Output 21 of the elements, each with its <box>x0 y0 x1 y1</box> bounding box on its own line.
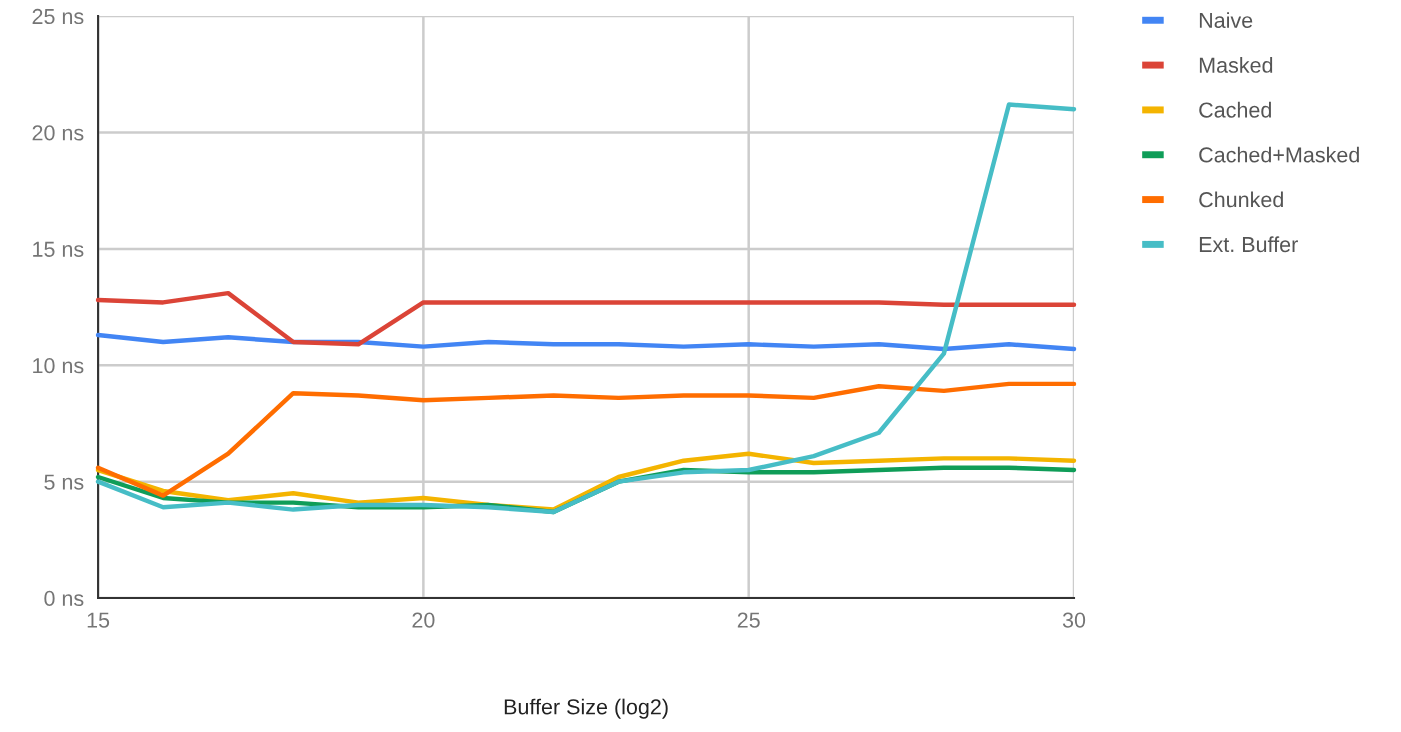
line-series <box>95 102 1077 515</box>
legend-label: Ext. Buffer <box>1199 236 1298 253</box>
x-tick-label: 25 <box>737 612 760 628</box>
y-tick-label: 15 ns <box>33 241 84 257</box>
y-tick-label: 25 ns <box>32 8 84 25</box>
y-tick-label: 20 ns <box>32 125 84 141</box>
line-series <box>95 381 1077 498</box>
legend-label: Cached+Masked <box>1199 146 1359 163</box>
y-tick-label: 5 ns <box>44 474 84 490</box>
x-tick-label: 20 <box>412 612 435 628</box>
y-tick-label: 10 ns <box>33 358 84 374</box>
legend-label: Cached <box>1199 101 1271 118</box>
legend-label: Naive <box>1199 12 1253 29</box>
legend-label: Chunked <box>1199 191 1283 208</box>
line-series <box>95 332 1077 352</box>
x-axis-title: Buffer Size (log2) <box>504 698 668 719</box>
y-tick-label: 0 ns <box>44 590 84 607</box>
line-series <box>95 290 1077 347</box>
x-tick-label: 15 <box>87 612 110 628</box>
x-tick-label: 30 <box>1062 612 1086 628</box>
legend-label: Masked <box>1199 57 1273 73</box>
